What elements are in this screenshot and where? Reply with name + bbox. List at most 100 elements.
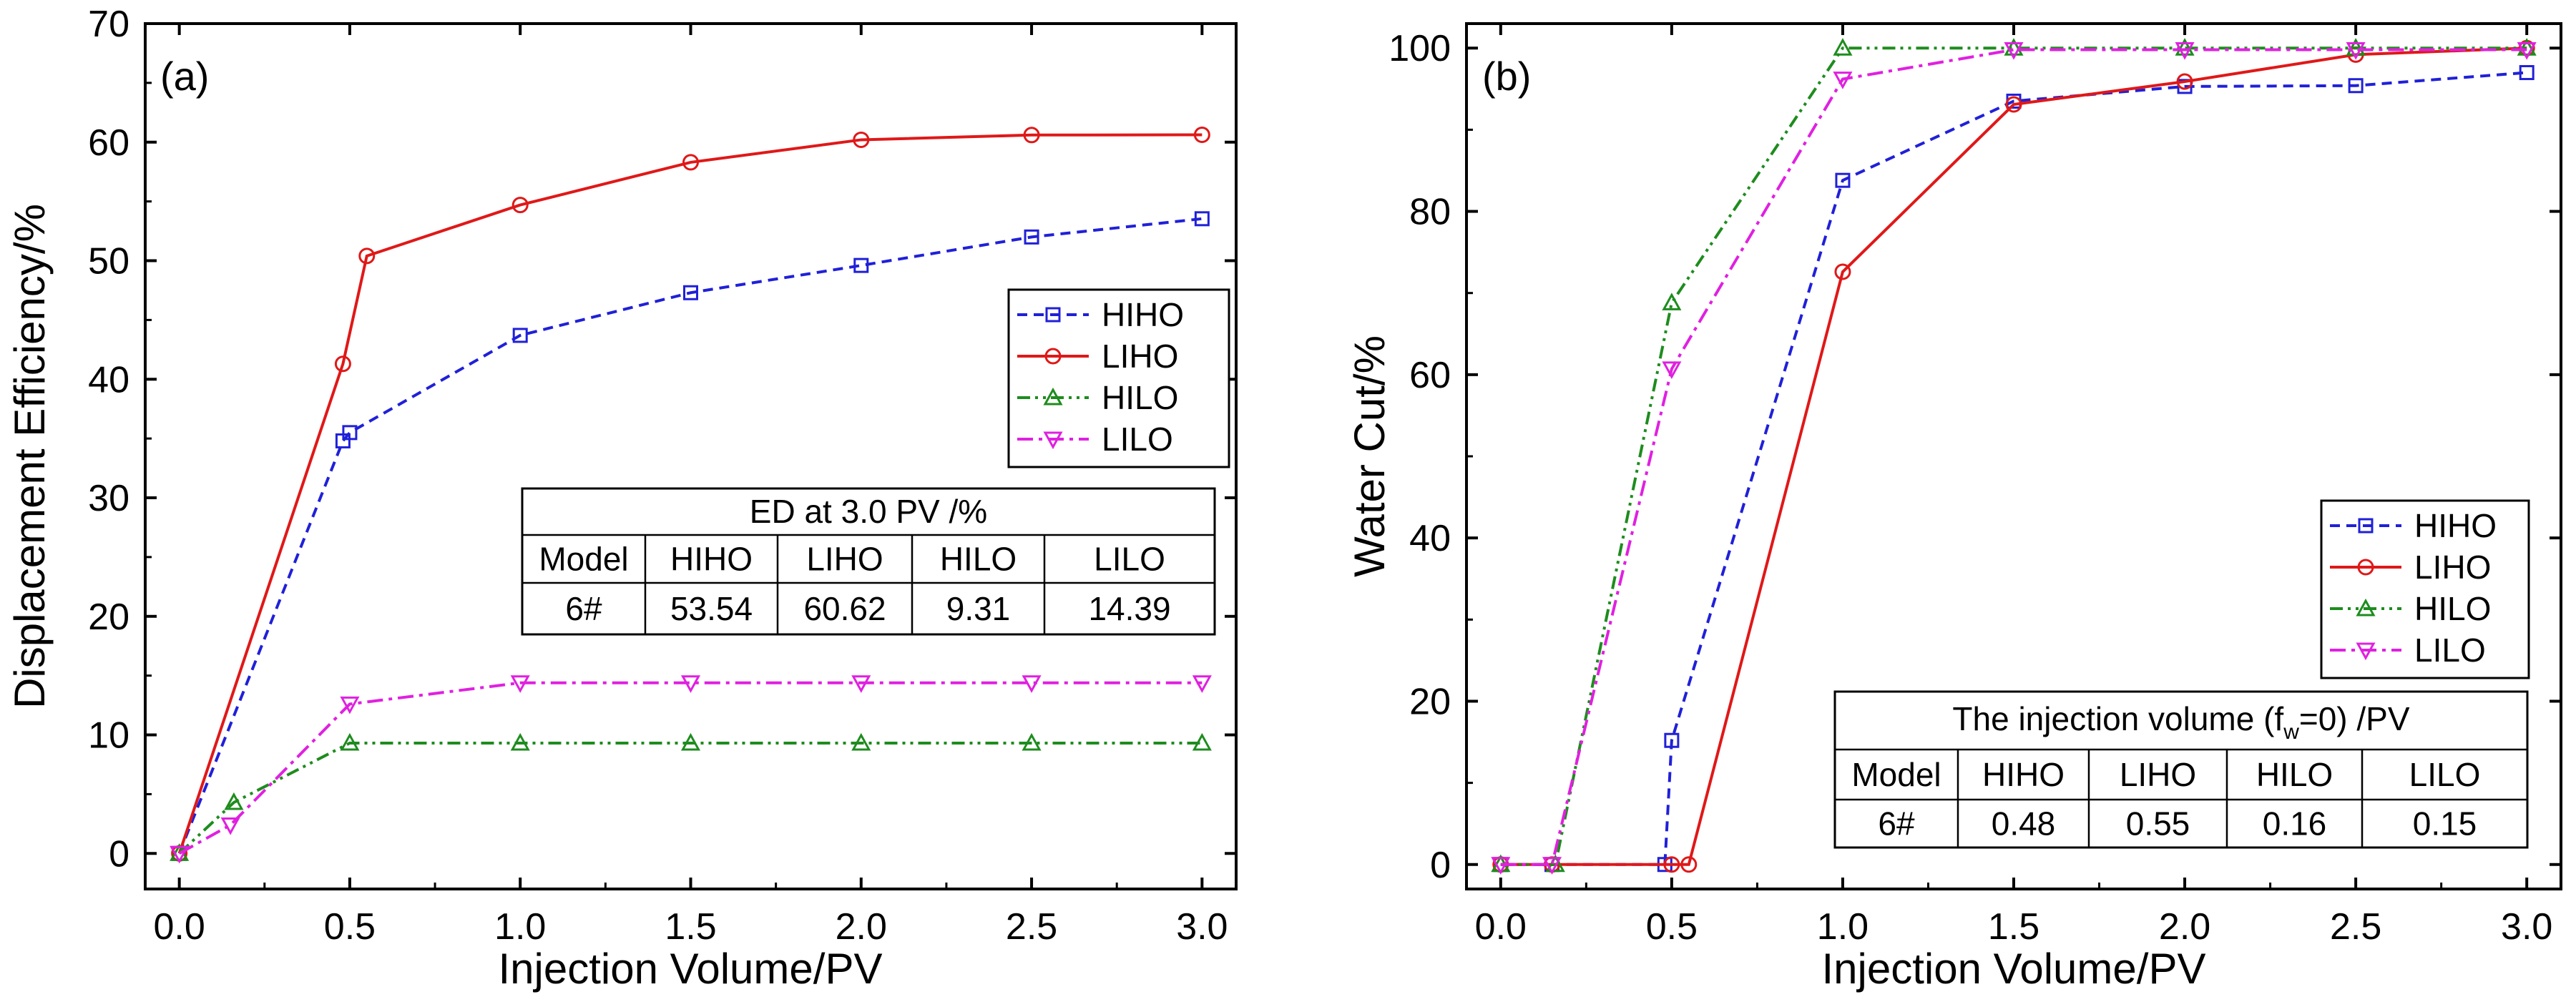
table-cell: 0.55 xyxy=(2126,805,2190,843)
data-point-hilo xyxy=(1545,854,1565,873)
data-point-hiho xyxy=(1024,229,1039,245)
y-tick-label: 0 xyxy=(109,833,129,875)
data-point-hilo xyxy=(510,732,530,751)
table-header-cell: HILO xyxy=(2256,756,2333,793)
panel-a-table-title: ED at 3.0 PV /% xyxy=(750,493,987,530)
data-point-liho xyxy=(1680,856,1698,873)
panel-b-x-axis-title: Injection Volume/PV xyxy=(1822,945,2206,993)
x-tick-label: 0.0 xyxy=(1475,906,1527,948)
legend-box xyxy=(1007,288,1230,468)
legend-marker xyxy=(2357,559,2374,576)
x-tick-label: 2.0 xyxy=(2159,906,2210,948)
table-cell: 60.62 xyxy=(803,590,886,627)
data-point-lilo xyxy=(1542,857,1562,875)
table-header-cell: LIHO xyxy=(2120,756,2196,793)
legend-label: LIHO xyxy=(1102,338,1178,375)
data-point-lilo xyxy=(220,817,240,835)
data-point-hiho xyxy=(342,425,358,441)
x-tick-label: 1.0 xyxy=(1817,906,1869,948)
data-point-hilo xyxy=(1022,732,1042,751)
y-tick-label: 60 xyxy=(88,122,129,164)
data-point-lilo xyxy=(1491,857,1511,875)
legend-box xyxy=(2320,499,2530,679)
y-tick-label: 60 xyxy=(1409,355,1451,396)
x-tick-label: 3.0 xyxy=(2501,906,2552,948)
table-header-cell: LILO xyxy=(1094,541,1165,578)
data-point-lilo xyxy=(2346,42,2366,60)
panel-b-y-axis-title: Water Cut/% xyxy=(1346,335,1394,577)
table-cell: 53.54 xyxy=(670,590,753,627)
y-tick-label: 80 xyxy=(1409,192,1451,233)
data-point-hilo xyxy=(2175,38,2195,56)
y-tick-label: 40 xyxy=(1409,518,1451,559)
data-point-lilo xyxy=(170,845,190,864)
data-point-hilo xyxy=(1833,38,1853,56)
legend-label: HILO xyxy=(2414,590,2491,627)
table-cell: 6# xyxy=(1878,805,1915,843)
panel-b-table-frame xyxy=(1833,690,2529,849)
data-point-liho xyxy=(2005,96,2022,113)
table-cell: 0.15 xyxy=(2413,805,2477,843)
y-tick-label: 10 xyxy=(88,715,129,757)
series-line-liho xyxy=(1500,46,2527,866)
data-point-lilo xyxy=(1022,675,1042,693)
legend-label: LIHO xyxy=(2414,549,2491,586)
x-tick-label: 1.5 xyxy=(1988,906,2039,948)
data-point-hilo xyxy=(2004,38,2024,56)
table-cell: 9.31 xyxy=(946,590,1011,627)
table-header-cell: Model xyxy=(539,541,628,578)
data-point-liho xyxy=(2176,73,2193,90)
legend-marker xyxy=(1045,307,1061,323)
series-line-liho xyxy=(177,133,1203,854)
data-point-lilo xyxy=(510,675,530,693)
data-point-liho xyxy=(682,154,699,171)
panel-b-label: (b) xyxy=(1482,54,1531,99)
table-header-cell: LIHO xyxy=(806,541,883,578)
y-tick-label: 40 xyxy=(88,359,129,401)
data-point-hilo xyxy=(1192,732,1212,751)
data-point-hilo xyxy=(2517,38,2537,56)
y-tick-label: 30 xyxy=(88,478,129,519)
data-point-hilo xyxy=(2346,38,2366,56)
x-tick-label: 2.5 xyxy=(2330,906,2381,948)
series-line-hilo xyxy=(1500,46,2527,866)
legend-label: LILO xyxy=(1102,421,1173,458)
panel-a-y-axis-title: Displacement Efficiency/% xyxy=(6,204,54,709)
panel-a-table-frame xyxy=(521,487,1216,636)
y-tick-label: 20 xyxy=(88,596,129,638)
data-point-liho xyxy=(1663,856,1680,873)
x-tick-label: 0.0 xyxy=(154,906,205,948)
y-tick-label: 0 xyxy=(1430,845,1451,886)
data-point-lilo xyxy=(1662,361,1682,379)
data-point-liho xyxy=(1193,126,1210,143)
data-point-hiho xyxy=(1835,172,1851,188)
x-tick-label: 2.5 xyxy=(1006,906,1057,948)
data-point-liho xyxy=(511,197,529,214)
table-header-cell: HILO xyxy=(940,541,1017,578)
panel-b-table-title: The injection volume (fw=0) /PV xyxy=(1952,700,2409,744)
data-point-hilo xyxy=(851,732,871,751)
x-tick-label: 0.5 xyxy=(324,906,376,948)
y-tick-label: 100 xyxy=(1389,28,1451,69)
table-cell: 0.48 xyxy=(1992,805,2056,843)
table-header-cell: LILO xyxy=(2409,756,2481,793)
data-point-lilo xyxy=(340,696,360,714)
data-point-lilo xyxy=(2175,42,2195,60)
table-cell: 0.16 xyxy=(2263,805,2327,843)
data-point-hilo xyxy=(340,732,360,751)
data-point-liho xyxy=(1834,263,1851,280)
legend-label: LILO xyxy=(2414,632,2486,669)
table-header-cell: HIHO xyxy=(1982,756,2065,793)
data-point-lilo xyxy=(680,675,701,693)
panel-a-chart: (a) Injection Volume/PV Displacement Eff… xyxy=(6,4,1238,993)
data-point-hilo xyxy=(224,792,244,810)
data-point-hiho xyxy=(2348,78,2364,94)
data-point-lilo xyxy=(1833,72,1853,89)
legend-label: HIHO xyxy=(2414,507,2497,544)
legend-marker xyxy=(2356,642,2376,661)
table-header-cell: Model xyxy=(1851,756,1941,793)
legend-marker xyxy=(2358,518,2374,534)
x-tick-label: 1.5 xyxy=(665,906,716,948)
panel-b-chart: (b) Injection Volume/PV Water Cut/% 0.0 0… xyxy=(1346,22,2562,993)
